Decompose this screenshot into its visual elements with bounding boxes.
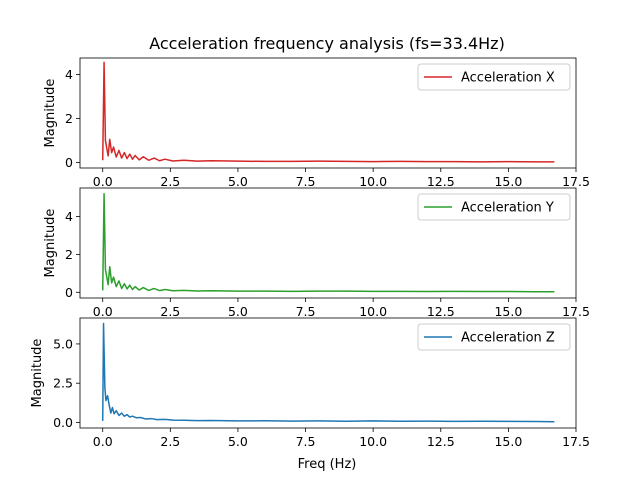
axes-frame xyxy=(79,317,577,429)
series-line-y xyxy=(101,192,555,293)
y-axis-title: Magnitude xyxy=(43,79,58,148)
y-tick-label: 5.0 xyxy=(53,336,73,351)
subplots: 0.0 2.5 5.0 7.5 10.0 12.5 15.0 17.5 0 2 4 Magnitude… xyxy=(30,57,590,449)
y-tick-label: 4 xyxy=(65,67,73,82)
x-tick-label: 0.0 xyxy=(93,434,113,449)
y-tick-label: 2 xyxy=(65,111,73,126)
y-tick-label: 0 xyxy=(65,155,73,170)
x-tick-label: 2.5 xyxy=(160,434,180,449)
x-tick-label: 0.0 xyxy=(93,174,113,189)
x-tick-label: 5.0 xyxy=(228,174,248,189)
y-tick-label: 0 xyxy=(65,285,73,300)
x-tick-label: 12.5 xyxy=(427,434,455,449)
chart-title: Acceleration frequency analysis (fs=33.4… xyxy=(149,34,505,53)
legend: Acceleration Z xyxy=(417,323,571,351)
subplot-2: 0.0 2.5 5.0 7.5 10.0 12.5 15.0 17.5 0 2 4 Magnitude… xyxy=(43,187,590,319)
x-tick-label: 15.0 xyxy=(494,304,522,319)
x-tick-label: 17.5 xyxy=(562,434,590,449)
x-tick-label: 7.5 xyxy=(296,434,316,449)
x-axis-title: Freq (Hz) xyxy=(298,457,357,472)
subplot-1: 0.0 2.5 5.0 7.5 10.0 12.5 15.0 17.5 0 2 4 Magnitude… xyxy=(43,57,590,189)
x-tick-label: 10.0 xyxy=(359,174,387,189)
legend-box xyxy=(417,63,571,91)
x-tick-label: 15.0 xyxy=(494,174,522,189)
x-tick-label: 15.0 xyxy=(494,434,522,449)
x-tick-label: 10.0 xyxy=(359,304,387,319)
x-tick-label: 12.5 xyxy=(427,304,455,319)
x-tick-label: 10.0 xyxy=(359,434,387,449)
series-line-x xyxy=(101,61,555,163)
y-axis-title: Magnitude xyxy=(30,339,45,408)
legend-label: Acceleration Z xyxy=(461,331,555,346)
x-tick-label: 12.5 xyxy=(427,174,455,189)
series-line-z xyxy=(101,322,555,423)
x-tick-label: 7.5 xyxy=(296,174,316,189)
x-tick-label: 0.0 xyxy=(93,304,113,319)
x-tick-label: 17.5 xyxy=(562,304,590,319)
legend-box xyxy=(417,323,571,351)
legend-box xyxy=(417,193,571,221)
x-tick-label: 2.5 xyxy=(160,174,180,189)
y-tick-label: 2.5 xyxy=(53,376,73,391)
legend: Acceleration X xyxy=(417,63,571,91)
y-tick-label: 2 xyxy=(65,247,73,262)
x-tick-label: 17.5 xyxy=(562,174,590,189)
x-tick-label: 5.0 xyxy=(228,434,248,449)
y-axis-title: Magnitude xyxy=(43,209,58,278)
axes-frame xyxy=(79,57,577,169)
axes-frame xyxy=(79,187,577,299)
y-tick-label: 0.0 xyxy=(53,415,73,430)
legend-label: Acceleration X xyxy=(461,71,555,86)
legend-label: Acceleration Y xyxy=(461,201,554,216)
y-tick-label: 4 xyxy=(65,209,73,224)
subplot-3: 0.0 2.5 5.0 7.5 10.0 12.5 15.0 17.5 0.0 2.5 5.0 Mag… xyxy=(30,317,590,449)
x-tick-label: 5.0 xyxy=(228,304,248,319)
x-tick-label: 2.5 xyxy=(160,304,180,319)
x-tick-label: 7.5 xyxy=(296,304,316,319)
legend: Acceleration Y xyxy=(417,193,571,221)
